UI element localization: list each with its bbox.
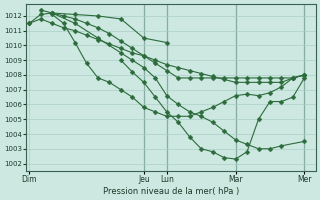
X-axis label: Pression niveau de la mer( hPa ): Pression niveau de la mer( hPa ) [103, 187, 239, 196]
